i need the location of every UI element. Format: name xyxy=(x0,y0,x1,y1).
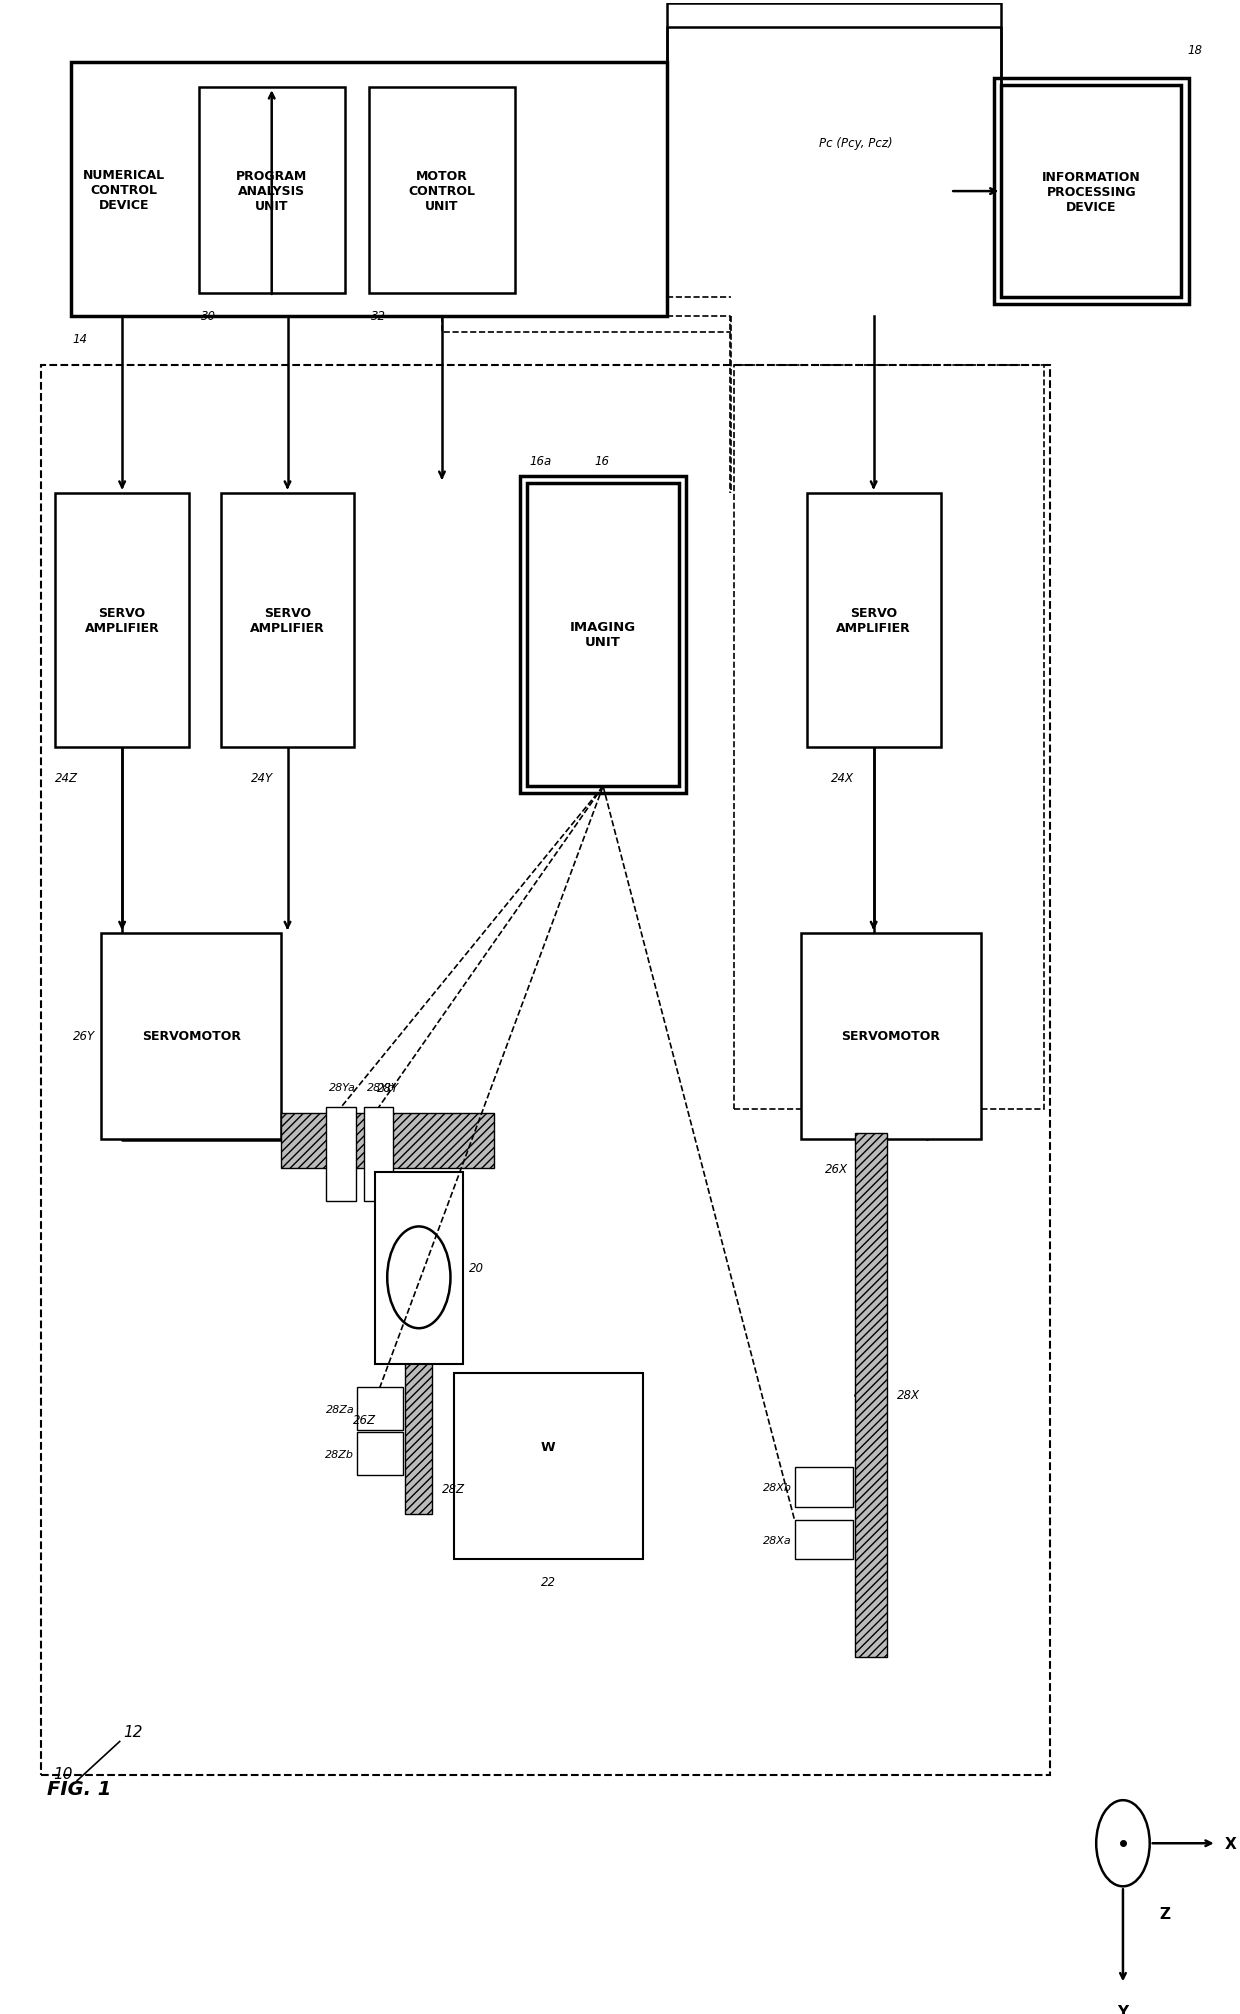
Text: SERVO
AMPLIFIER: SERVO AMPLIFIER xyxy=(84,606,160,634)
Text: 16: 16 xyxy=(594,455,609,467)
Text: SERVO
AMPLIFIER: SERVO AMPLIFIER xyxy=(836,606,911,634)
Text: 28Y: 28Y xyxy=(377,1082,399,1094)
Text: 26Z: 26Z xyxy=(353,1414,376,1426)
Text: W: W xyxy=(541,1440,556,1454)
Bar xyxy=(994,79,1189,304)
Text: 18: 18 xyxy=(1188,44,1203,56)
Text: 28Za: 28Za xyxy=(326,1404,355,1414)
Text: 16a: 16a xyxy=(529,455,552,467)
Text: Pc (Pcy, Pcz): Pc (Pcy, Pcz) xyxy=(818,137,893,149)
Bar xyxy=(281,1114,495,1168)
Text: Z: Z xyxy=(1159,1905,1171,1921)
Bar xyxy=(856,1134,887,1658)
Text: PROGRAM
ANALYSIS
UNIT: PROGRAM ANALYSIS UNIT xyxy=(236,169,308,213)
Text: 28Ya: 28Ya xyxy=(329,1082,356,1092)
Bar xyxy=(734,367,1044,1110)
Text: 28Yb: 28Yb xyxy=(367,1082,394,1092)
Text: 28Xa: 28Xa xyxy=(764,1535,792,1545)
Bar xyxy=(326,1108,356,1202)
Bar xyxy=(527,483,680,787)
Text: FIG. 1: FIG. 1 xyxy=(47,1778,112,1799)
Text: SERVO
AMPLIFIER: SERVO AMPLIFIER xyxy=(250,606,325,634)
Text: X: X xyxy=(1225,1837,1236,1851)
Bar xyxy=(56,493,188,747)
Text: SERVOMOTOR: SERVOMOTOR xyxy=(141,1029,241,1043)
Bar xyxy=(357,1432,403,1476)
Text: 26Y: 26Y xyxy=(73,1029,95,1043)
Text: 24Y: 24Y xyxy=(250,771,273,783)
Text: 28Zb: 28Zb xyxy=(325,1448,355,1458)
Bar xyxy=(41,367,1050,1774)
Text: NUMERICAL
CONTROL
DEVICE: NUMERICAL CONTROL DEVICE xyxy=(83,169,165,211)
Text: INFORMATION
PROCESSING
DEVICE: INFORMATION PROCESSING DEVICE xyxy=(1042,171,1141,213)
Bar xyxy=(370,89,515,294)
Bar xyxy=(405,1339,433,1515)
Text: Y: Y xyxy=(1117,2004,1128,2014)
Text: 24X: 24X xyxy=(831,771,854,783)
Text: 28X: 28X xyxy=(897,1390,920,1402)
Bar xyxy=(198,89,345,294)
Bar xyxy=(357,1388,403,1430)
Text: 32: 32 xyxy=(372,310,387,322)
Text: 12: 12 xyxy=(123,1724,143,1740)
Text: 20: 20 xyxy=(469,1261,484,1275)
Text: 30: 30 xyxy=(201,310,216,322)
Bar xyxy=(454,1374,642,1559)
Text: IMAGING
UNIT: IMAGING UNIT xyxy=(570,620,636,649)
Text: 10: 10 xyxy=(53,1766,72,1780)
Text: 24Z: 24Z xyxy=(56,771,78,783)
Bar xyxy=(807,493,941,747)
Text: 14: 14 xyxy=(72,332,87,346)
Text: SERVOMOTOR: SERVOMOTOR xyxy=(841,1029,940,1043)
Text: MOTOR
CONTROL
UNIT: MOTOR CONTROL UNIT xyxy=(408,169,475,213)
Bar xyxy=(795,1468,853,1506)
Bar xyxy=(374,1172,463,1363)
Text: 28Z: 28Z xyxy=(441,1482,465,1494)
Bar xyxy=(1002,87,1182,298)
Text: 28Xb: 28Xb xyxy=(763,1482,792,1492)
Bar xyxy=(221,493,355,747)
Bar xyxy=(102,934,281,1140)
Text: 26X: 26X xyxy=(825,1162,848,1176)
Bar xyxy=(520,477,687,794)
Bar xyxy=(801,934,981,1140)
Text: 22: 22 xyxy=(541,1575,556,1589)
Bar xyxy=(365,1108,393,1202)
Bar xyxy=(795,1521,853,1559)
Bar xyxy=(71,62,667,318)
